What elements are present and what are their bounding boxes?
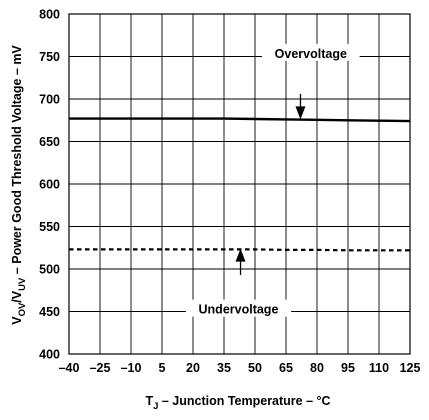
overvoltage-arrow-head	[295, 106, 306, 120]
y-axis-label-part3: – Power Good Threshold Voltage – mV	[10, 45, 24, 278]
y-tick-label: 700	[39, 93, 60, 107]
x-axis-label-symbol: T	[145, 394, 153, 408]
x-tick-label: 80	[310, 361, 324, 375]
series-group	[69, 117, 411, 252]
x-tick-label: –10	[121, 361, 142, 375]
undervoltage-series-line	[69, 248, 410, 252]
y-axis-label-part1: V	[10, 316, 24, 325]
y-axis-label-part2: /V	[10, 290, 24, 302]
undervoltage-annotation-label: Undervoltage	[199, 303, 279, 317]
y-tick-labels: 400 450 500 550 600 650 700 750 800	[39, 8, 60, 362]
x-tick-labels: –40 –25 –10 5 20 35 50 65 80 95 110 125	[59, 361, 421, 375]
y-tick-label: 600	[39, 178, 60, 192]
x-tick-label: 125	[400, 361, 421, 375]
y-tick-label: 400	[39, 348, 60, 362]
x-axis-label-subscript: J	[153, 401, 158, 412]
annotations-group: Overvoltage Undervoltage	[185, 43, 360, 317]
y-tick-label: 500	[39, 263, 60, 277]
x-tick-label: 50	[248, 361, 262, 375]
x-tick-label: –25	[90, 361, 111, 375]
x-tick-label: 65	[279, 361, 293, 375]
x-tick-label: 110	[369, 361, 389, 375]
x-axis-label: TJ – Junction Temperature – °C	[145, 394, 330, 412]
overvoltage-label-background	[262, 43, 360, 61]
y-axis-label-sub2: UV	[17, 277, 28, 291]
x-axis-label-text: – Junction Temperature – °C	[158, 394, 330, 408]
x-tick-label: –40	[59, 361, 80, 375]
y-axis-label: VOV/VUV – Power Good Threshold Voltage –…	[10, 45, 28, 325]
x-tick-label: 20	[186, 361, 200, 375]
y-tick-label: 550	[39, 220, 60, 234]
y-tick-label: 450	[39, 305, 60, 319]
undervoltage-arrow-head	[235, 248, 246, 262]
overvoltage-annotation-label: Overvoltage	[275, 47, 347, 61]
y-tick-label: 650	[39, 135, 60, 149]
x-tick-label: 95	[341, 361, 355, 375]
x-tick-label: 35	[217, 361, 231, 375]
grid-lines	[69, 14, 410, 354]
y-tick-label: 800	[39, 8, 60, 22]
y-tick-label: 750	[39, 50, 60, 64]
y-axis-label-sub1: OV	[17, 302, 28, 316]
x-tick-label: 5	[159, 361, 166, 375]
overvoltage-series-line	[69, 117, 411, 123]
undervoltage-label-background	[185, 299, 292, 317]
plot-frame	[68, 13, 411, 355]
